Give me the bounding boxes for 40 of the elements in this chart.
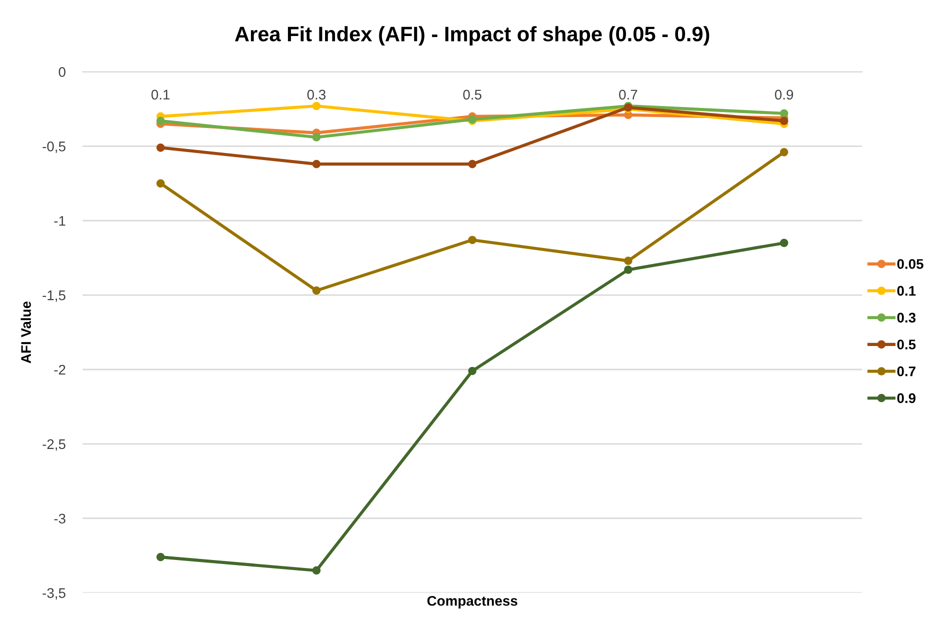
- point: [468, 366, 476, 376]
- point: [468, 160, 476, 168]
- point: [312, 160, 321, 168]
- x-axis-title: Compactness: [427, 596, 518, 609]
- legend-label: 0.7: [897, 366, 916, 376]
- legend-label: 0.05: [897, 259, 924, 269]
- point: [780, 109, 788, 118]
- y-tick-label: -2,5: [42, 439, 66, 451]
- x-tick-label: 0.3: [307, 90, 326, 100]
- x-tick-label: 0.1: [151, 90, 170, 100]
- point: [624, 266, 632, 274]
- point: [780, 238, 788, 248]
- y-axis-title: AFI Value: [20, 301, 31, 364]
- y-tick-label: 0: [58, 67, 66, 77]
- y-tick-label: -0,5: [42, 142, 66, 154]
- point: [624, 256, 632, 265]
- point: [156, 552, 165, 562]
- legend-label: 0.5: [897, 340, 916, 350]
- point: [312, 286, 321, 295]
- legend-label: 0.1: [897, 286, 916, 296]
- point: [780, 116, 788, 126]
- chart-title: Area Fit Index (AFI) - Impact of shape (0.05 - 0.9): [234, 26, 710, 46]
- point: [468, 236, 476, 244]
- y-tick-label: -3: [54, 514, 66, 524]
- legend-label: 0.3: [897, 312, 916, 323]
- point: [156, 179, 165, 188]
- x-tick-label: 0.7: [619, 90, 638, 100]
- point: [312, 566, 321, 575]
- legend-label: 0.9: [897, 393, 916, 404]
- point: [312, 133, 321, 142]
- x-tick-label: 0.9: [774, 90, 794, 100]
- y-tick-label: -1: [54, 216, 66, 226]
- point: [156, 144, 165, 152]
- point: [780, 148, 788, 156]
- x-tick-label: 0.5: [463, 90, 482, 100]
- y-tick-label: -1,5: [42, 290, 66, 302]
- point: [156, 116, 165, 126]
- y-tick-label: -3,5: [42, 588, 66, 600]
- point: [312, 102, 321, 110]
- y-tick-label: -2: [54, 364, 66, 375]
